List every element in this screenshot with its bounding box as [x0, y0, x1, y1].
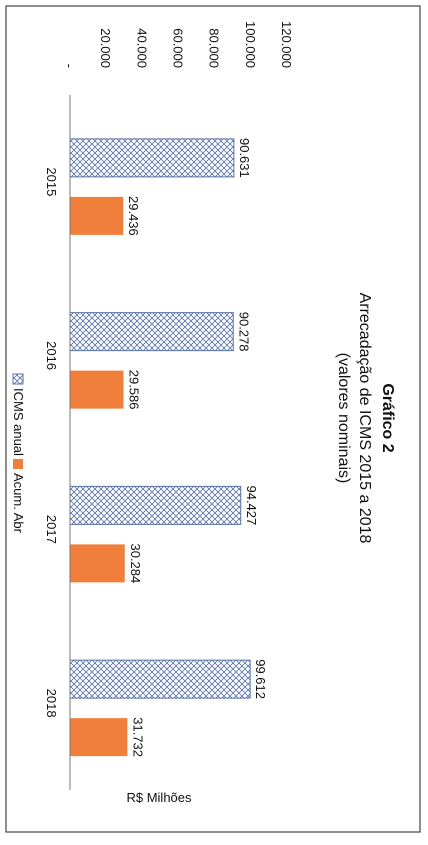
- legend: ICMS anual Acum. Abr: [11, 373, 26, 534]
- y-tick-label: 40.000: [134, 28, 149, 68]
- legend-label: Acum. Abr: [11, 473, 26, 534]
- bar-icms-anual: [69, 312, 234, 352]
- y-tick-label: 80.000: [207, 28, 222, 68]
- y-tick-label: 20.000: [98, 28, 113, 68]
- chart-subtitle-line1: Arrecadação de ICMS 2015 a 2018: [356, 293, 373, 544]
- x-tick-label: 2018: [44, 689, 59, 718]
- x-tick-label: 2017: [44, 515, 59, 544]
- legend-swatch: [13, 459, 23, 469]
- bar-data-label: 90.631: [237, 138, 252, 178]
- legend-swatch: [12, 373, 24, 385]
- bar-icms-anual: [69, 138, 235, 178]
- y-axis-label: R$ Milhões: [126, 790, 192, 805]
- bar-data-label: 94.427: [244, 485, 259, 525]
- bar-acum-abr: [70, 196, 124, 235]
- bar-icms-anual: [69, 485, 242, 525]
- bar-acum-abr: [70, 544, 125, 583]
- y-axis-ticks: - 20.000 40.000 60.000 80.000 100.000 120.000: [62, 21, 294, 68]
- bar-data-label: 99.612: [253, 659, 268, 699]
- bar-data-label: 90.278: [236, 312, 251, 352]
- y-tick-label: 60.000: [171, 28, 186, 68]
- chart-title: Gráfico 2: [379, 383, 396, 452]
- legend-label: ICMS anual: [11, 388, 26, 456]
- bar-acum-abr: [69, 370, 124, 409]
- y-tick-label: 100.000: [243, 21, 258, 68]
- bar-data-label: 29.586: [127, 370, 142, 410]
- plot-area: 90.631 29.436 90.278 29.586 94.427 30.284 99.6…: [69, 138, 268, 757]
- bar-data-label: 31.732: [130, 717, 145, 757]
- x-tick-label: 2015: [44, 167, 59, 196]
- bar-icms-anual: [69, 659, 251, 699]
- chart-rotated: Gráfico 2 Arrecadação de ICMS 2015 a 201…: [11, 21, 396, 805]
- bar-data-label: 29.436: [126, 196, 141, 236]
- x-tick-label: 2016: [44, 341, 59, 370]
- bar-data-label: 30.284: [128, 543, 143, 583]
- y-tick-label: 120.000: [279, 21, 294, 68]
- bar-acum-abr: [69, 718, 128, 757]
- x-axis-ticks: 2015 2016 2017 2018: [44, 167, 59, 717]
- chart-subtitle-line2: (valores nominais): [335, 353, 352, 484]
- y-tick-label: -: [62, 64, 77, 68]
